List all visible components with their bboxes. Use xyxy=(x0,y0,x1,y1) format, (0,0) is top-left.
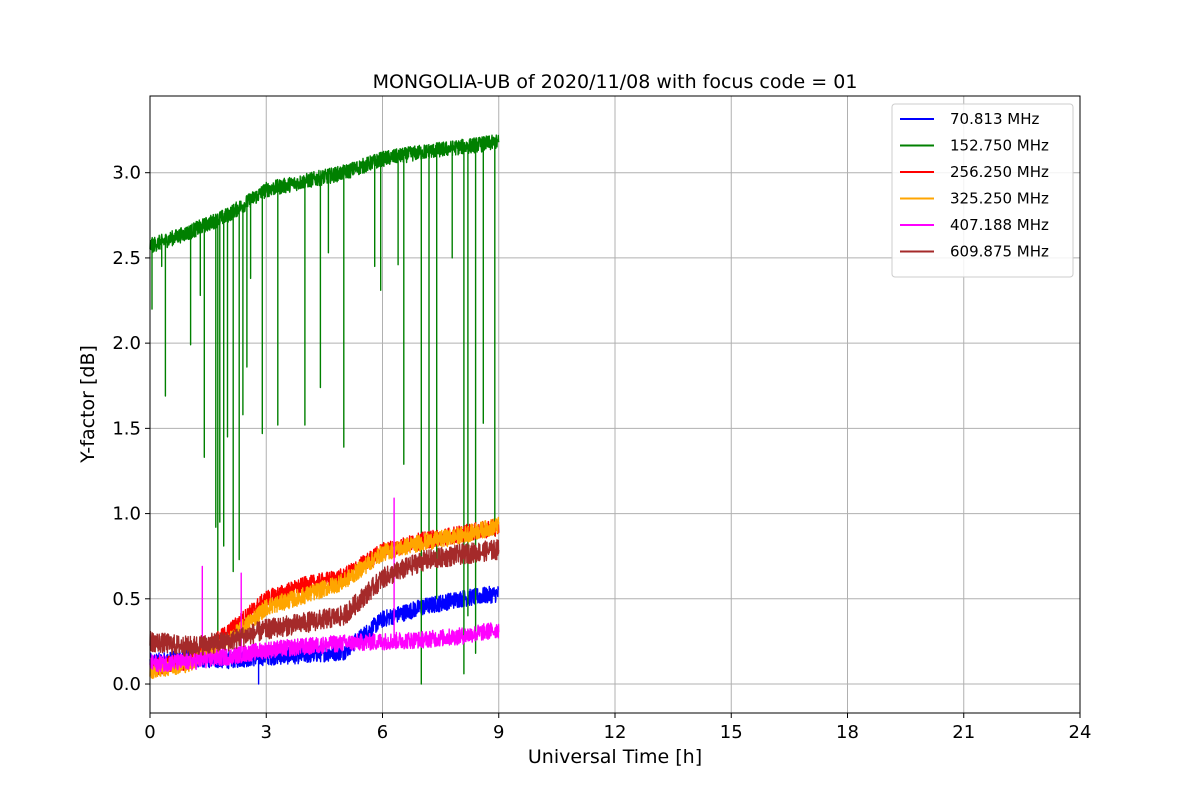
legend-label: 325.250 MHz xyxy=(950,190,1049,208)
legend-box xyxy=(891,103,1074,278)
axis-ticks: 0 3 6 9 12 15 18 21 24 0.0 0.5 1.0 1.5 2.0 2.5 3.0 xyxy=(112,163,1091,743)
x-tick-label: 24 xyxy=(1069,722,1092,743)
x-tick-label: 6 xyxy=(377,722,388,743)
x-tick-label: 3 xyxy=(261,722,272,743)
y-tick-label: 0.5 xyxy=(112,589,141,610)
legend: 70.813 MHz 152.750 MHz 256.250 MHz 325.250 … xyxy=(891,103,1074,278)
y-tick-label: 1.0 xyxy=(112,504,141,525)
y-axis-label: Y-factor [dB] xyxy=(77,345,99,464)
chart-title: MONGOLIA-UB of 2020/11/08 with focus cod… xyxy=(373,71,858,93)
legend-label: 70.813 MHz xyxy=(950,110,1039,128)
x-tick-label: 9 xyxy=(493,722,504,743)
x-tick-label: 15 xyxy=(720,722,743,743)
series-line xyxy=(149,539,500,657)
y-tick-label: 0.0 xyxy=(112,674,141,695)
series-layer xyxy=(149,134,500,685)
legend-label: 609.875 MHz xyxy=(950,243,1049,261)
x-tick-label: 0 xyxy=(144,722,155,743)
x-tick-label: 18 xyxy=(836,722,859,743)
series-line xyxy=(149,134,500,685)
legend-label: 407.188 MHz xyxy=(950,216,1049,234)
legend-label: 256.250 MHz xyxy=(950,163,1049,181)
legend-label: 152.750 MHz xyxy=(950,137,1049,155)
x-tick-label: 12 xyxy=(604,722,627,743)
y-tick-label: 2.0 xyxy=(112,333,141,354)
y-tick-label: 2.5 xyxy=(112,248,141,269)
y-tick-label: 3.0 xyxy=(112,163,141,184)
y-tick-label: 1.5 xyxy=(112,418,141,439)
x-axis-label: Universal Time [h] xyxy=(528,746,702,768)
x-tick-label: 21 xyxy=(952,722,975,743)
